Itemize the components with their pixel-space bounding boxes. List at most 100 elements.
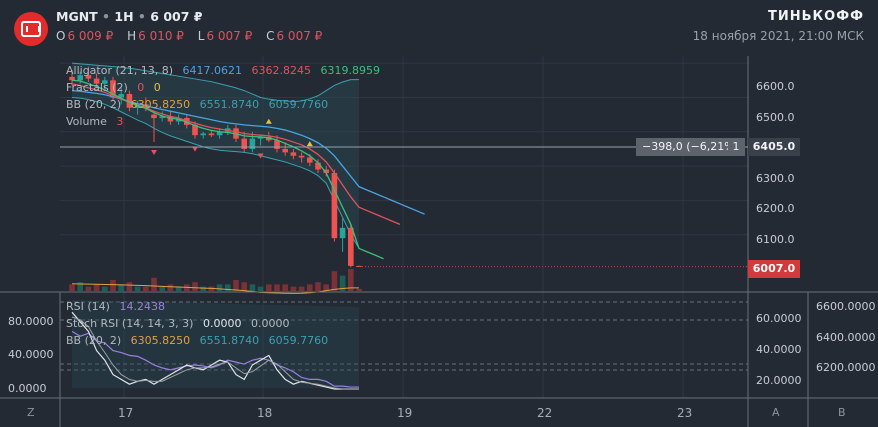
candle-body — [159, 116, 165, 119]
volume-bar — [102, 286, 108, 291]
candle-body — [323, 169, 329, 173]
volume-bar — [151, 277, 157, 291]
volume-bar — [143, 286, 149, 291]
candle-body — [290, 152, 297, 156]
price-tick: 6300.0 — [756, 172, 795, 185]
lower-bb-basis-value: 6305.8250 — [130, 334, 191, 347]
time-tick: 23 — [677, 406, 693, 420]
fractals-name: Fractals (2) — [66, 81, 128, 94]
datetime-label: 18 ноября 2021, 21:00 МСК — [692, 29, 864, 43]
volume-name: Volume — [66, 115, 107, 128]
candle-body — [348, 227, 354, 266]
legend-alligator: Alligator (21, 13, 8) 6417.0621 6362.824… — [66, 64, 386, 77]
alligator-lips-value: 6319.8959 — [320, 64, 381, 77]
candle-body — [339, 227, 346, 239]
candle-body — [274, 140, 280, 149]
bb-upper-value: 6551.8740 — [199, 98, 260, 111]
time-tick: 18 — [257, 406, 273, 420]
brand-logo — [14, 12, 48, 46]
stoch-d-line — [71, 316, 359, 390]
rsi-line — [71, 330, 359, 388]
indicator-lines — [71, 79, 425, 260]
fractals-down-value: 0 — [153, 81, 161, 94]
lower-bb-lower-value: 6059.7760 — [268, 334, 329, 347]
last-price: 6 007 ₽ — [150, 9, 203, 24]
bb-lower-line — [71, 96, 360, 249]
volume-bar — [274, 284, 280, 291]
rsi-value: 14.2438 — [119, 300, 165, 313]
crosshair-change-label: −398,0 (−6,21%) — [636, 138, 745, 156]
bollinger-bands — [71, 62, 360, 249]
volume-bar — [241, 282, 247, 291]
volume-bar — [175, 286, 182, 291]
candle-body — [69, 76, 75, 81]
candle-body — [200, 133, 206, 136]
candle-body — [208, 133, 215, 136]
candle-body — [126, 94, 133, 108]
volume-bar — [323, 284, 329, 291]
candle-body — [249, 138, 256, 149]
legend-volume: Volume 3 — [66, 115, 129, 128]
legend-lower-bb: BB (20, 2) 6305.8250 6551.8740 6059.7760 — [66, 334, 334, 347]
candle-body — [241, 138, 247, 149]
chart-grid — [60, 56, 748, 398]
volume-bar — [200, 286, 206, 291]
ohlc-value-low: 6 007 ₽ — [206, 29, 253, 43]
volume-bar — [77, 282, 83, 291]
volume-bar — [339, 275, 346, 291]
volume-bar — [159, 286, 165, 291]
time-tick: 19 — [397, 406, 413, 420]
legend-stoch: Stoch RSI (14, 14, 3, 3) 0.0000 0.0000 — [66, 317, 295, 330]
candles — [69, 66, 362, 268]
interval-label[interactable]: 1H — [114, 9, 134, 24]
fractal-up-marker — [265, 118, 272, 124]
alligator-teeth-value: 6362.8245 — [251, 64, 312, 77]
candle-body — [216, 131, 223, 136]
volume-bar — [266, 284, 272, 291]
legend-fractals: Fractals (2) 0 0 — [66, 81, 167, 94]
bb-basis-value: 6305.8250 — [130, 98, 191, 111]
candle-body — [167, 116, 174, 122]
volume-bar — [298, 286, 305, 291]
price-tick: 6600.0 — [756, 80, 795, 93]
lower-mid-tick: 20.0000 — [756, 374, 802, 387]
axis-a-button[interactable]: A — [772, 406, 780, 419]
bb-upper-line — [71, 62, 359, 103]
alligator-name: Alligator (21, 13, 8) — [66, 64, 174, 77]
candle-body — [257, 136, 264, 139]
lower-right-tick: 6200.0000 — [816, 361, 876, 374]
fractal-down-marker — [257, 153, 264, 159]
candle-body — [85, 75, 92, 79]
fractal-down-marker — [192, 146, 198, 152]
legend-rsi: RSI (14) 14.2438 — [66, 300, 171, 313]
axis-b-button[interactable]: B — [838, 406, 846, 419]
ohlc-key-low: L — [197, 29, 205, 43]
volume-bar — [167, 284, 174, 291]
crosshair-count-label: 1 — [728, 138, 744, 156]
axis-z-button[interactable]: Z — [27, 406, 35, 419]
ohlc-value-open: 6 009 ₽ — [67, 29, 114, 43]
fractal-up-marker — [306, 141, 313, 147]
volume-bar — [356, 288, 362, 291]
lower-left-tick: 0.0000 — [8, 382, 47, 395]
bb-lower-value: 6059.7760 — [268, 98, 329, 111]
volume-bar — [126, 282, 133, 291]
fractal-down-marker — [151, 150, 157, 156]
time-tick: 17 — [118, 406, 134, 420]
candle-body — [298, 155, 305, 158]
last-price-tag: 6007.0 — [748, 260, 800, 278]
alligator-jaw-value: 6417.0621 — [182, 64, 243, 77]
lower-left-tick: 40.0000 — [8, 348, 54, 361]
bb-fill — [72, 63, 359, 249]
candle-body — [282, 148, 288, 153]
candle-body — [307, 157, 313, 163]
candle-body — [151, 114, 157, 119]
volume-bar — [282, 284, 288, 291]
lower-bb-basis-line — [71, 283, 359, 294]
crosshair-price-label: 6405.0 — [748, 138, 800, 156]
volume-bar — [290, 286, 297, 291]
candle-body — [192, 124, 198, 136]
ticker-line: MGNT • 1H • 6 007 ₽ — [56, 9, 203, 24]
price-tick: 6100.0 — [756, 233, 795, 246]
